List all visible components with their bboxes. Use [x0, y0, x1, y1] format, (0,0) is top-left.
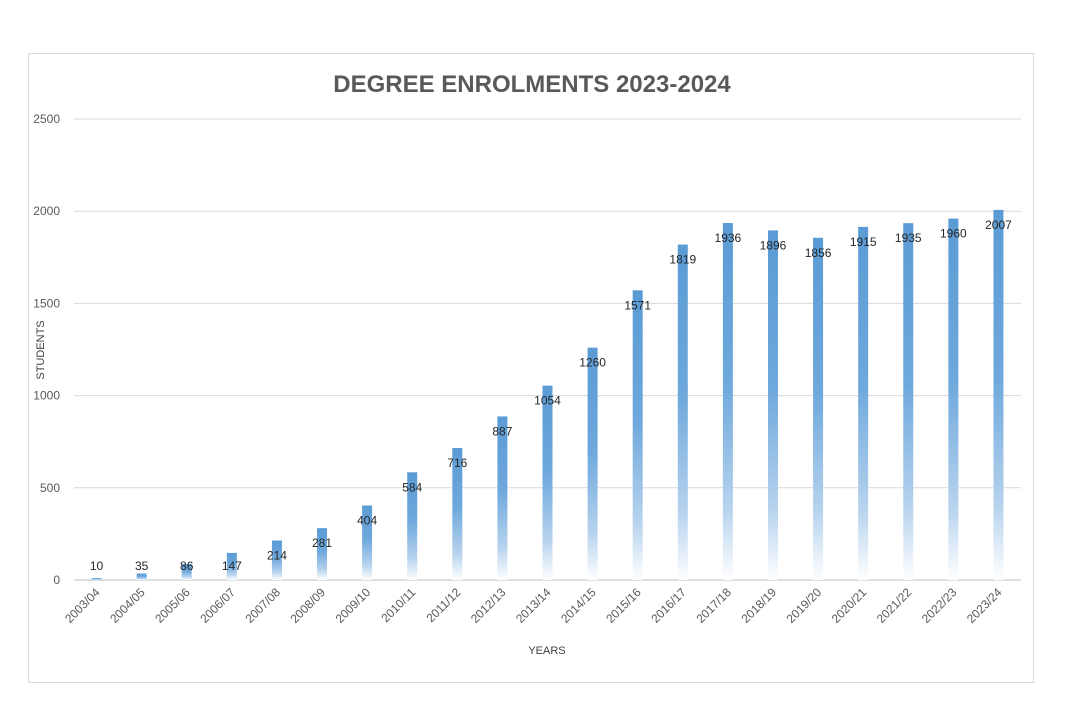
x-tick-label: 2013/14	[513, 585, 554, 626]
x-tick-label: 2019/20	[784, 585, 825, 626]
x-tick-label: 2008/09	[288, 585, 329, 626]
y-axis-ticks: 0 500 1000 1500 2000 2500	[33, 112, 60, 587]
y-tick-label: 0	[53, 573, 60, 587]
x-tick-label: 2004/05	[107, 585, 148, 626]
bar-chart: DEGREE ENROLMENTS 2023-2024 10 35 86 147 214…	[33, 71, 1021, 657]
data-label: 584	[402, 480, 422, 494]
data-label: 86	[180, 559, 194, 573]
x-tick-label: 2021/22	[874, 585, 915, 626]
y-tick-label: 500	[40, 481, 60, 495]
bar-2022-23	[948, 218, 959, 581]
x-tick-label: 2009/10	[333, 585, 374, 626]
data-label: 404	[357, 514, 377, 528]
data-label: 1935	[895, 231, 922, 245]
data-label: 10	[90, 559, 104, 573]
bar-2016-17	[677, 244, 688, 580]
x-tick-label: 2015/16	[603, 585, 644, 626]
bar-2023-24	[993, 209, 1004, 581]
x-tick-label: 2012/13	[468, 585, 509, 626]
x-tick-label: 2005/06	[152, 585, 193, 626]
data-label: 1819	[669, 253, 696, 267]
bar-2006-07	[226, 552, 237, 580]
x-tick-label: 2022/23	[919, 585, 960, 626]
x-tick-label: 2003/04	[62, 585, 103, 626]
bar-2012-13	[497, 416, 508, 580]
x-tick-label: 2016/17	[648, 585, 689, 626]
data-label: 35	[135, 559, 149, 573]
data-label: 1856	[805, 246, 832, 260]
y-tick-label: 2000	[33, 204, 60, 218]
bar-2007-08	[271, 540, 282, 580]
data-label: 1054	[534, 394, 561, 408]
bar-2011-12	[452, 447, 463, 580]
bar-2003-04	[91, 578, 102, 580]
bar-2005-06	[181, 564, 192, 580]
chart-title: DEGREE ENROLMENTS 2023-2024	[333, 71, 731, 98]
bar-2004-05	[136, 573, 147, 580]
bar-2019-20	[813, 237, 824, 580]
x-tick-label: 2018/19	[739, 585, 780, 626]
bar-2014-15	[587, 347, 598, 580]
x-tick-label: 2007/08	[242, 585, 283, 626]
chart-area: DEGREE ENROLMENTS 2023-2024 10 35 86 147 214…	[28, 53, 1034, 683]
data-label: 147	[222, 559, 242, 573]
x-tick-label: 2023/24	[964, 585, 1005, 626]
bar-2017-18	[722, 223, 733, 581]
data-label: 2007	[985, 218, 1012, 232]
x-tick-label: 2010/11	[378, 585, 418, 625]
bar-2020-21	[858, 226, 869, 580]
x-tick-label: 2011/12	[423, 585, 463, 625]
bar-2018-19	[767, 230, 778, 580]
bar-2010-11	[407, 472, 418, 580]
y-tick-label: 1500	[33, 296, 60, 310]
data-labels: 10 35 86 147 214 281 404 584 716 887 1054 1260 1571 1…	[90, 218, 1012, 573]
data-label: 1960	[940, 227, 967, 241]
bar-2021-22	[903, 223, 914, 580]
x-axis-title: YEARS	[528, 645, 565, 657]
y-tick-label: 1000	[33, 389, 60, 403]
data-label: 1915	[850, 235, 877, 249]
x-tick-label: 2017/18	[693, 585, 734, 626]
bars	[91, 209, 1004, 581]
data-label: 1260	[579, 356, 606, 370]
data-label: 1571	[624, 298, 651, 312]
data-label: 1896	[760, 238, 787, 252]
data-label: 214	[267, 549, 287, 563]
y-tick-label: 2500	[33, 112, 60, 126]
x-tick-label: 2006/07	[197, 585, 238, 626]
bar-2008-09	[317, 528, 328, 580]
x-axis-ticks: 2003/04 2004/05 2005/06 2006/07 2007/08 2008/…	[62, 585, 1005, 626]
x-tick-label: 2020/21	[829, 585, 870, 626]
bar-2013-14	[542, 385, 553, 580]
data-label: 887	[492, 424, 512, 438]
bar-2009-10	[362, 505, 373, 580]
data-label: 281	[312, 536, 332, 550]
x-tick-label: 2014/15	[558, 585, 599, 626]
data-label: 716	[447, 456, 467, 470]
y-axis-title: STUDENTS	[35, 320, 47, 379]
bar-2015-16	[632, 290, 643, 580]
data-label: 1936	[715, 231, 742, 245]
